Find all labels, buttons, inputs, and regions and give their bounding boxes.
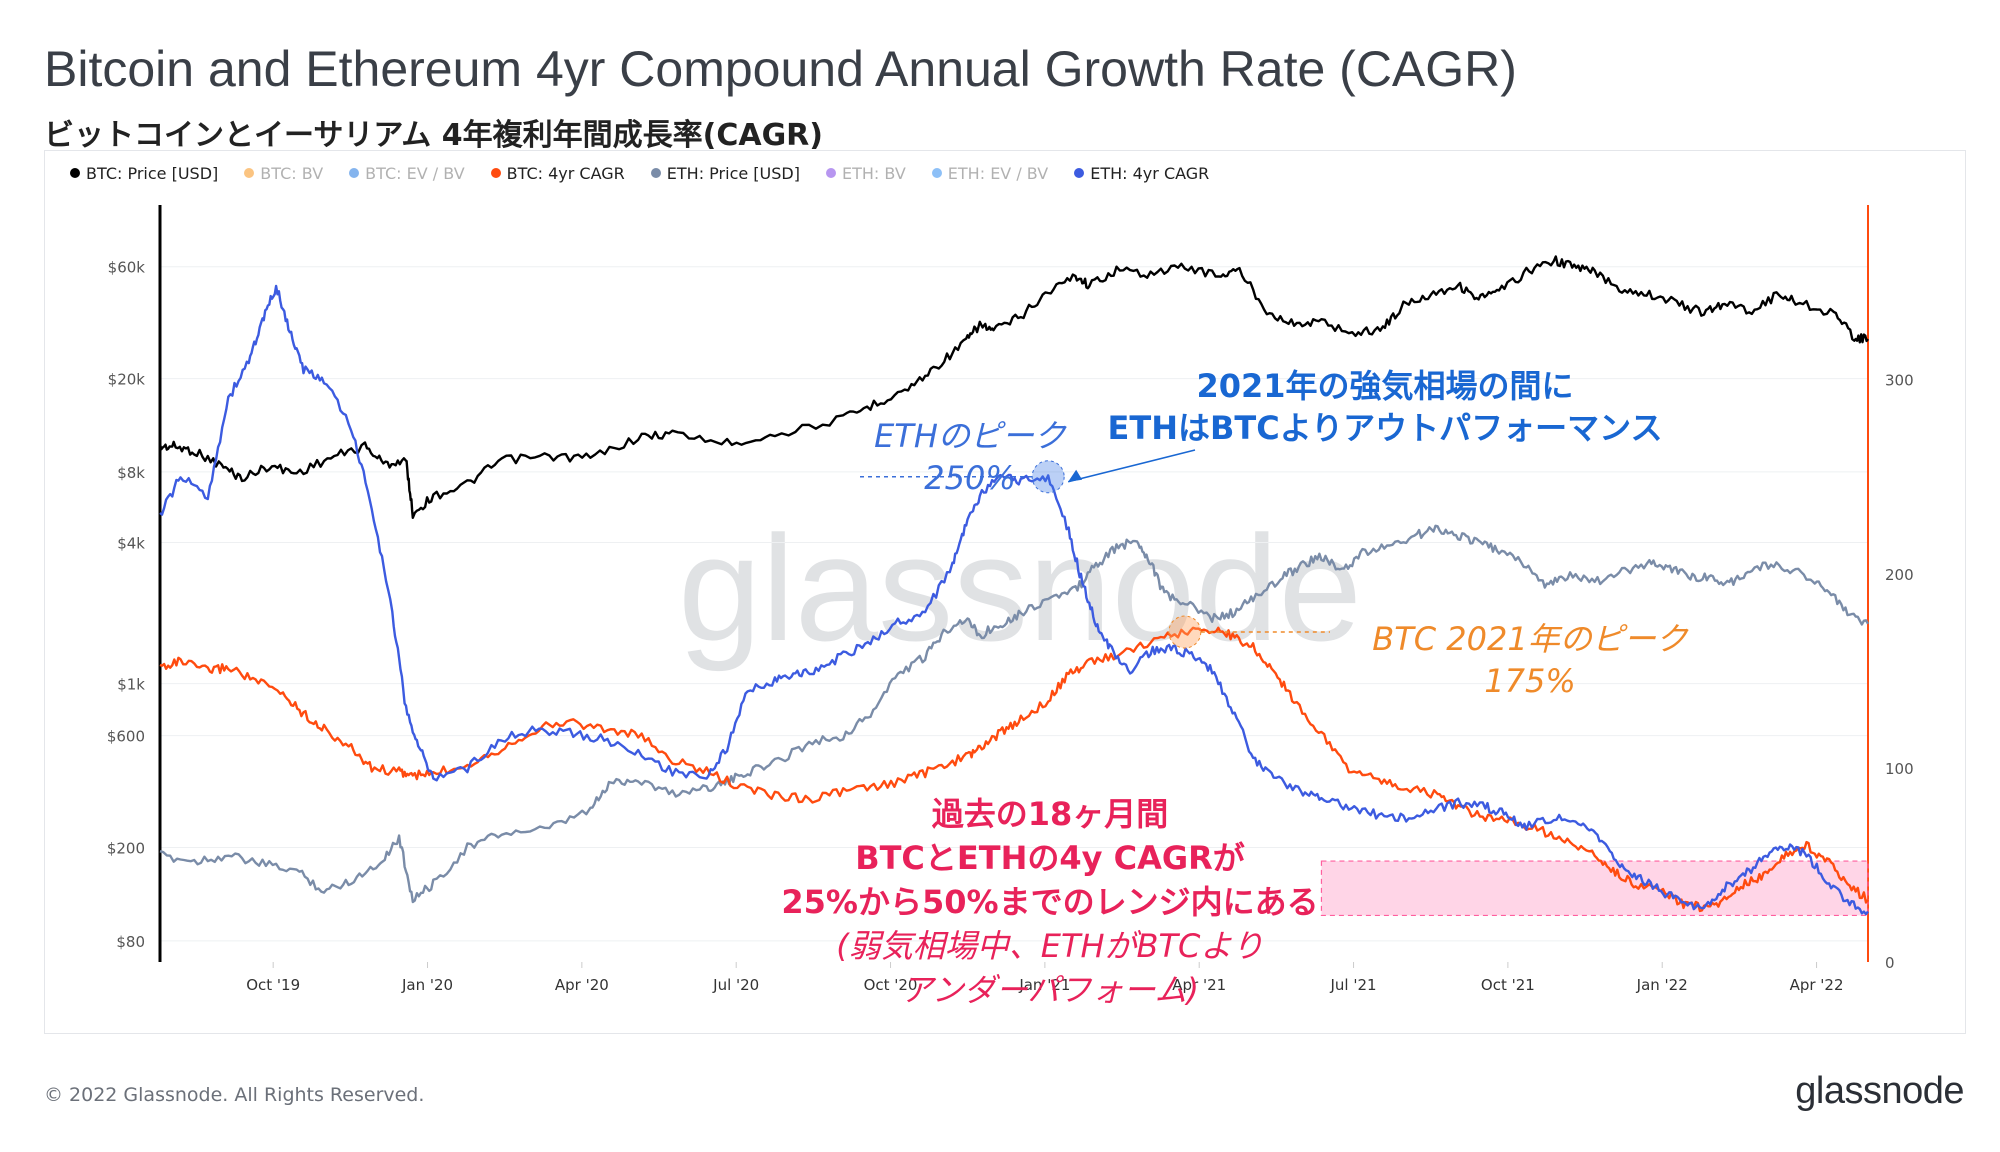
annotation-cagr-range: 過去の18ヶ月間 BTCとETHの4y CAGRが 25%から50%までのレンジ… (740, 792, 1360, 1012)
legend-dot-icon (349, 168, 360, 178)
annotation-btc-peak-line1: BTC 2021年のピーク (1372, 620, 1688, 658)
x-tick-label: Jan '22 (1636, 976, 1688, 994)
annotation-range-line2: BTCとETHの4y CAGRが (855, 839, 1245, 877)
outperform-arrow-line (1067, 449, 1196, 483)
y-right-tick-label: 300 (1885, 372, 1914, 390)
series-line-eth-4yr-cagr (159, 284, 1869, 916)
y-left-tick-label: $600 (107, 728, 145, 746)
x-tick-label: Jan '21 (1018, 976, 1070, 994)
annotation-eth-peak-line2: 250% (924, 459, 1016, 497)
annotation-eth-peak-line1: ETHのピーク (874, 417, 1066, 455)
legend-dot-icon (490, 168, 501, 178)
eth-peak-marker (1031, 460, 1065, 494)
x-tick-label: Jul '20 (712, 976, 759, 994)
y-left-tick-label: $200 (107, 840, 145, 858)
x-tick-label: Oct '21 (1481, 976, 1535, 994)
legend-dot-icon (931, 168, 942, 178)
annotation-range-line4: (弱気相場中、ETHがBTCより (836, 927, 1264, 965)
y-right-tick-label: 100 (1885, 760, 1914, 778)
x-tick-label: Jan '20 (401, 976, 453, 994)
legend-label: ETH: EV / BV (947, 163, 1049, 183)
legend-label: BTC: BV (260, 163, 324, 183)
legend-label: BTC: Price [USD] (86, 163, 219, 183)
legend-dot-icon (825, 168, 836, 178)
legend-label: BTC: 4yr CAGR (506, 163, 625, 183)
chart-legend: BTC: Price [USD] BTC: BV BTC: EV / BV BTC: … (70, 163, 1950, 183)
legend-dot-icon (1074, 168, 1085, 178)
y-left-tick-label: $20k (108, 371, 146, 389)
annotation-range-line1: 過去の18ヶ月間 (931, 795, 1169, 833)
page-title: Bitcoin and Ethereum 4yr Compound Annual… (44, 41, 1517, 97)
cagr-range-highlight (1320, 860, 1869, 917)
copyright-footer: © 2022 Glassnode. All Rights Reserved. (44, 1084, 425, 1106)
x-tick-label: Apr '22 (1790, 976, 1844, 994)
page-subtitle: ビットコインとイーサリアム 4年複利年間成長率(CAGR) (44, 118, 823, 153)
annotation-btc-peak-line2: 175% (1484, 662, 1576, 700)
x-tick-label: Oct '19 (246, 976, 300, 994)
legend-label: BTC: EV / BV (365, 163, 465, 183)
legend-item[interactable]: ETH: BV (825, 163, 906, 183)
annotation-eth-peak: ETHのピーク 250% (850, 415, 1090, 499)
legend-label: ETH: 4yr CAGR (1090, 163, 1210, 183)
outperform-arrow-head-icon (1068, 469, 1083, 482)
x-tick-label: Jul '21 (1330, 976, 1377, 994)
legend-label: ETH: Price [USD] (666, 163, 800, 183)
legend-dot-icon (70, 168, 80, 178)
y-left-tick-label: $60k (108, 259, 146, 277)
brand-logo: glassnode (1795, 1070, 1964, 1112)
legend-item[interactable]: BTC: Price [USD] (70, 164, 218, 183)
x-tick-label: Apr '20 (555, 976, 609, 994)
watermark-text: glassnode (678, 504, 1362, 672)
legend-item[interactable]: ETH: Price [USD] (650, 163, 800, 183)
chart-panel (44, 150, 1966, 1034)
legend-item[interactable]: BTC: EV / BV (349, 164, 465, 183)
y-right-tick-label: 200 (1885, 566, 1914, 584)
btc-peak-marker (1168, 615, 1202, 649)
annotation-outperform-line1: 2021年の強気相場の間に (1196, 367, 1574, 405)
y-left-tick-label: $8k (117, 464, 145, 482)
y-left-tick-label: $1k (117, 676, 145, 694)
annotation-outperform-line2: ETHはBTCよりアウトパフォーマンス (1107, 409, 1663, 447)
legend-dot-icon (244, 168, 255, 178)
y-right-tick-label: 0 (1885, 954, 1895, 972)
annotation-btc-peak: BTC 2021年のピーク 175% (1300, 618, 1760, 702)
legend-item[interactable]: BTC: 4yr CAGR (490, 163, 625, 183)
series-line-btc-price-usd- (158, 255, 1869, 519)
legend-item[interactable]: ETH: EV / BV (931, 163, 1049, 183)
legend-dot-icon (650, 168, 661, 178)
annotation-range-line5: アンダーパフォーム) (901, 971, 1199, 1009)
y-left-tick-label: $4k (117, 534, 145, 552)
legend-item[interactable]: ETH: 4yr CAGR (1074, 164, 1209, 183)
annotation-range-line3: 25%から50%までのレンジ内にある (781, 883, 1319, 921)
x-tick-label: Apr '21 (1172, 976, 1226, 994)
series-line-eth-price-usd- (159, 524, 1870, 904)
x-tick-label: Oct '20 (864, 976, 918, 994)
series-line-btc-4yr-cagr (159, 626, 1869, 913)
annotation-eth-outperform: 2021年の強気相場の間に ETHはBTCよりアウトパフォーマンス (1075, 365, 1695, 449)
legend-item[interactable]: BTC: BV (244, 164, 323, 183)
legend-label: ETH: BV (841, 163, 906, 183)
y-left-tick-label: $80 (116, 933, 145, 951)
